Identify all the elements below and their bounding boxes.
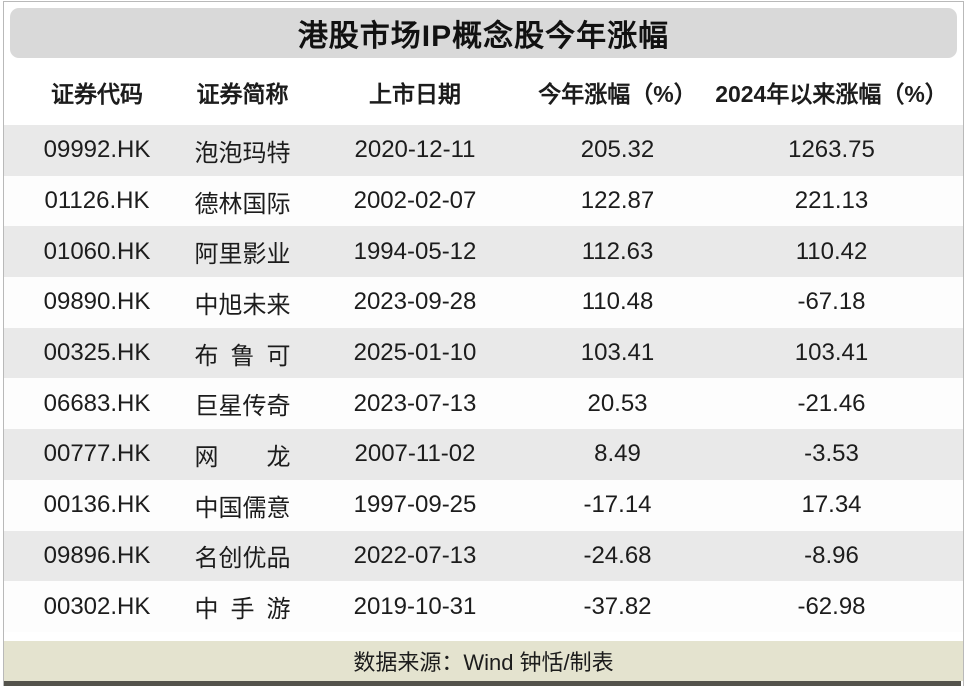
cell-name: 中国儒意 bbox=[190, 488, 295, 523]
table-row: 09890.HK 中旭未来 2023-09-28 110.48 -67.18 bbox=[4, 277, 963, 328]
cell-code: 09992.HK bbox=[43, 136, 151, 164]
cell-code: 06683.HK bbox=[43, 389, 151, 417]
table-row: 00325.HK 布鲁可 2025-01-10 103.41 103.41 bbox=[4, 327, 963, 379]
cell-name: 阿里影业 bbox=[190, 234, 295, 269]
col-header-name: 证券简称 bbox=[196, 80, 289, 107]
cell-listing-date: 2023-07-13 bbox=[353, 389, 477, 417]
cell-name: 布鲁可 bbox=[190, 336, 295, 371]
stock-name-text: 泡泡玛特 bbox=[194, 139, 291, 167]
cell-code: 01126.HK bbox=[44, 187, 150, 215]
cell-ytd-gain: 20.53 bbox=[587, 389, 648, 417]
cell-code: 09896.HK bbox=[43, 541, 151, 569]
data-source-note: 数据来源：Wind 钟恬/制表 bbox=[353, 649, 614, 675]
cell-ytd-gain: 8.49 bbox=[594, 440, 641, 468]
stock-name-text: 布鲁可 bbox=[194, 342, 291, 370]
table-row: 01060.HK 阿里影业 1994-05-12 112.63 110.42 bbox=[4, 226, 963, 278]
table-row: 01126.HK 德林国际 2002-02-07 122.87 221.13 bbox=[4, 175, 963, 227]
cell-since-2024-gain: -21.46 bbox=[797, 389, 866, 417]
cell-ytd-gain: 110.48 bbox=[581, 288, 654, 316]
cell-ytd-gain: -37.82 bbox=[583, 592, 652, 620]
table-title: 港股市场IP概念股今年涨幅 bbox=[297, 20, 670, 53]
cell-listing-date: 2019-10-31 bbox=[353, 592, 477, 620]
bottom-edge-line bbox=[4, 680, 961, 686]
cell-since-2024-gain: 221.13 bbox=[794, 187, 869, 215]
table-row: 00302.HK 中手游 2019-10-31 -37.82 -62.98 bbox=[4, 581, 963, 632]
col-header-listing-date: 上市日期 bbox=[369, 80, 461, 107]
cell-name: 中旭未来 bbox=[190, 285, 295, 320]
stock-name-text: 德林国际 bbox=[194, 190, 291, 218]
cell-name: 巨星传奇 bbox=[190, 386, 295, 421]
col-header-since-2024-gain: 2024年以来涨幅（%） bbox=[715, 80, 948, 107]
cell-ytd-gain: 103.41 bbox=[580, 339, 655, 367]
table-header-row: 证券代码 证券简称 上市日期 今年涨幅（%） 2024年以来涨幅（%） bbox=[4, 58, 963, 125]
cell-ytd-gain: -17.14 bbox=[583, 491, 652, 519]
stock-name-text: 巨星传奇 bbox=[194, 393, 291, 421]
stock-name-text: 中旭未来 bbox=[194, 291, 291, 319]
cell-name: 中手游 bbox=[190, 589, 295, 624]
cell-listing-date: 2007-11-02 bbox=[354, 440, 476, 468]
cell-since-2024-gain: -67.18 bbox=[797, 288, 866, 316]
cell-ytd-gain: 112.63 bbox=[581, 237, 654, 265]
table-row: 09896.HK 名创优品 2022-07-13 -24.68 -8.96 bbox=[4, 530, 963, 582]
cell-since-2024-gain: 1263.75 bbox=[788, 136, 875, 164]
stock-name-text: 网龙 bbox=[194, 443, 291, 471]
table-row: 00136.HK 中国儒意 1997-09-25 -17.14 17.34 bbox=[4, 479, 963, 531]
cell-code: 00325.HK bbox=[43, 339, 151, 367]
cell-listing-date: 2025-01-10 bbox=[353, 339, 477, 367]
cell-since-2024-gain: -62.98 bbox=[797, 592, 866, 620]
cell-since-2024-gain: -8.96 bbox=[804, 541, 859, 569]
stock-name-text: 名创优品 bbox=[194, 545, 291, 573]
cell-ytd-gain: -24.68 bbox=[583, 541, 652, 569]
cell-listing-date: 2023-09-28 bbox=[353, 288, 477, 316]
cell-listing-date: 2022-07-13 bbox=[353, 541, 477, 569]
table-row: 06683.HK 巨星传奇 2023-07-13 20.53 -21.46 bbox=[4, 378, 963, 430]
cell-ytd-gain: 122.87 bbox=[580, 187, 655, 215]
table-row: 09992.HK 泡泡玛特 2020-12-11 205.32 1263.75 bbox=[4, 125, 963, 176]
col-header-ytd-gain: 今年涨幅（%） bbox=[538, 80, 697, 107]
cell-ytd-gain: 205.32 bbox=[580, 136, 655, 164]
title-bar: 港股市场IP概念股今年涨幅 bbox=[10, 8, 957, 58]
cell-name: 名创优品 bbox=[190, 538, 295, 573]
stock-name-text: 中国儒意 bbox=[194, 494, 291, 522]
cell-code: 00302.HK bbox=[43, 592, 151, 620]
cell-listing-date: 2002-02-07 bbox=[353, 187, 477, 215]
table-body: 09992.HK 泡泡玛特 2020-12-11 205.32 1263.75 01126… bbox=[4, 125, 963, 632]
cell-code: 01060.HK bbox=[43, 237, 151, 265]
cell-listing-date: 1997-09-25 bbox=[353, 491, 477, 519]
cell-since-2024-gain: 103.41 bbox=[794, 339, 869, 367]
stock-name-text: 阿里影业 bbox=[194, 241, 291, 269]
footer-bar: 数据来源：Wind 钟恬/制表 bbox=[4, 640, 963, 681]
cell-code: 09890.HK bbox=[43, 288, 151, 316]
cell-since-2024-gain: 17.34 bbox=[801, 491, 862, 519]
cell-name: 泡泡玛特 bbox=[190, 133, 295, 168]
cell-since-2024-gain: -3.53 bbox=[804, 440, 859, 468]
cell-name: 网龙 bbox=[190, 437, 295, 472]
cell-code: 00136.HK bbox=[43, 491, 151, 519]
col-header-code: 证券代码 bbox=[51, 80, 143, 107]
cell-listing-date: 1994-05-12 bbox=[353, 237, 477, 265]
cell-since-2024-gain: 110.42 bbox=[795, 237, 868, 265]
table-row: 00777.HK 网龙 2007-11-02 8.49 -3.53 bbox=[4, 429, 963, 480]
stock-name-text: 中手游 bbox=[194, 596, 291, 624]
cell-name: 德林国际 bbox=[190, 184, 295, 219]
stocks-table: 证券代码 证券简称 上市日期 今年涨幅（%） 2024年以来涨幅（%） 0999… bbox=[4, 58, 963, 632]
cell-code: 00777.HK bbox=[43, 440, 151, 468]
cell-listing-date: 2020-12-11 bbox=[354, 136, 476, 164]
